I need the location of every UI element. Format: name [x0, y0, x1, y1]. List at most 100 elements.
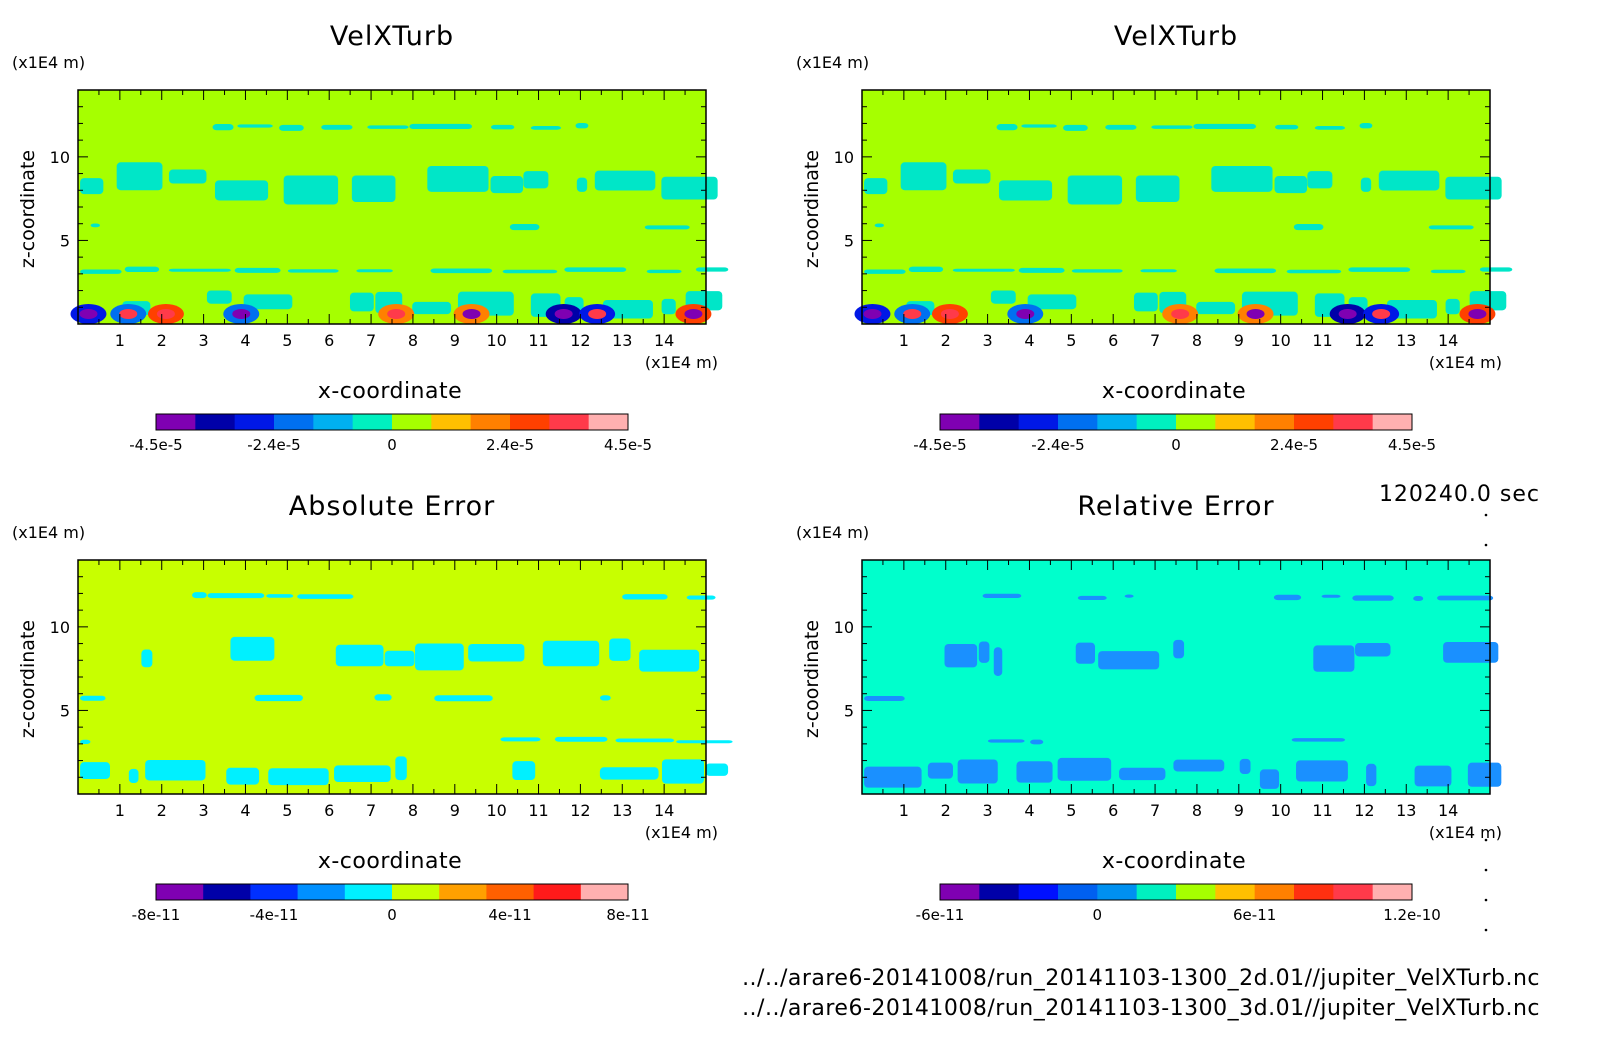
contour-region — [1378, 170, 1440, 191]
colorbar-tick-label: 8e-11 — [606, 906, 649, 924]
colorbar-swatch — [940, 884, 980, 900]
colorbar-swatch — [1215, 884, 1256, 900]
vortex-core — [863, 308, 882, 319]
contour-region — [554, 736, 608, 742]
field-background — [78, 90, 706, 324]
contour-region — [1414, 765, 1452, 787]
colorbar-swatch — [1097, 414, 1138, 430]
plot-area — [78, 560, 733, 794]
colorbar-swatch — [979, 884, 1020, 900]
contour-region — [1314, 126, 1346, 130]
x-tick-label: 14 — [1438, 801, 1458, 820]
contour-region — [661, 759, 705, 784]
contour-region — [207, 593, 265, 599]
contour-region — [993, 647, 1003, 676]
contour-region — [1479, 267, 1513, 272]
x-tick-label: 10 — [1270, 331, 1290, 350]
colorbar-swatch — [533, 884, 582, 900]
time-label: 120240.0 sec — [1378, 482, 1540, 507]
vortex-core — [387, 308, 406, 319]
contour-region — [1063, 124, 1088, 131]
x-tick-label: 13 — [612, 801, 632, 820]
contour-region — [908, 266, 944, 272]
colorbar-swatch — [156, 884, 204, 900]
edge-dot — [1484, 838, 1488, 842]
contour-region — [384, 650, 415, 667]
contour-region — [268, 768, 329, 786]
contour-region — [430, 268, 493, 274]
colorbar-frame — [155, 413, 629, 431]
colorbar-swatch — [979, 414, 1020, 430]
contour-region — [502, 269, 558, 274]
field-background — [862, 90, 1490, 324]
contour-region — [1018, 267, 1065, 273]
x-tick-label: 12 — [1354, 331, 1374, 350]
x-tick-label: 13 — [1396, 331, 1416, 350]
chart-title: VelXTurb — [330, 21, 454, 52]
x-tick-label: 6 — [1108, 801, 1118, 820]
colorbar-tick-label: 6e-11 — [1233, 906, 1276, 924]
x-tick-label: 5 — [1066, 801, 1076, 820]
contour-region — [512, 761, 536, 781]
colorbar-swatch — [486, 884, 535, 900]
contour-region — [80, 695, 106, 701]
contour-region — [490, 124, 515, 130]
contour-region — [1348, 267, 1411, 272]
contour-region — [283, 175, 339, 205]
contour-region — [644, 225, 690, 230]
colorbar-swatch — [195, 414, 236, 430]
colorbar-swatch — [580, 884, 629, 900]
colorbar-swatch — [431, 414, 472, 430]
contour-region — [409, 123, 473, 130]
vortex-core — [119, 308, 138, 319]
x-tick-label: 14 — [1438, 331, 1458, 350]
x-tick-label: 8 — [408, 331, 418, 350]
y-tick-label: 5 — [60, 701, 70, 720]
contour-region — [1291, 738, 1346, 742]
contour-region — [490, 176, 524, 194]
vortex-core — [1171, 308, 1190, 319]
contour-region — [982, 593, 1022, 598]
colorbar-tick-label: -4.5e-5 — [129, 436, 182, 454]
x-tick-label: 2 — [941, 331, 951, 350]
vortex-core — [684, 308, 703, 319]
contour-region — [80, 739, 91, 744]
contour-region — [1274, 124, 1299, 130]
contour-region — [1021, 124, 1057, 128]
colorbar-swatch — [1294, 884, 1334, 900]
x-tick-label: 10 — [486, 331, 506, 350]
vortex-core — [1016, 308, 1035, 319]
colorbar-swatch — [1018, 414, 1059, 430]
colorbar-swatch — [1136, 884, 1177, 900]
x-tick-label: 2 — [157, 331, 167, 350]
colorbar-tick-label: 0 — [387, 436, 397, 454]
contour-region — [124, 266, 160, 272]
x-tick-label: 12 — [570, 331, 590, 350]
contour-region — [1173, 639, 1185, 659]
contour-region — [141, 649, 153, 668]
colorbar: -8e-11 -4e-11 0 4e-11 8e-11 — [132, 883, 650, 924]
x-tick-label: 8 — [408, 801, 418, 820]
colorbar-swatch — [1176, 414, 1216, 430]
contour-region — [1057, 757, 1112, 781]
colorbar-tick-label: 0 — [1093, 906, 1103, 924]
plot-area — [854, 90, 1513, 324]
colorbar-swatch — [1294, 414, 1334, 430]
contour-region — [234, 267, 281, 273]
plot-area — [70, 90, 729, 324]
x-axis-unit: (x1E4 m) — [1429, 353, 1502, 372]
colorbar-swatch — [1058, 414, 1098, 430]
x-axis-unit: (x1E4 m) — [645, 823, 718, 842]
contour-region — [243, 294, 293, 310]
y-tick-label: 5 — [60, 231, 70, 250]
contour-region — [226, 767, 260, 785]
contour-region — [1016, 761, 1053, 783]
field-background — [78, 560, 706, 794]
contour-region — [1307, 171, 1333, 189]
colorbar-tick-label: 0 — [387, 906, 397, 924]
contour-region — [864, 178, 888, 195]
contour-region — [80, 178, 104, 195]
footer-file-path-2: ../../arare6-20141008/run_20141103-1300_… — [742, 996, 1540, 1021]
colorbar-swatch — [1254, 884, 1295, 900]
y-axis-label: z-coordinate — [801, 150, 823, 268]
